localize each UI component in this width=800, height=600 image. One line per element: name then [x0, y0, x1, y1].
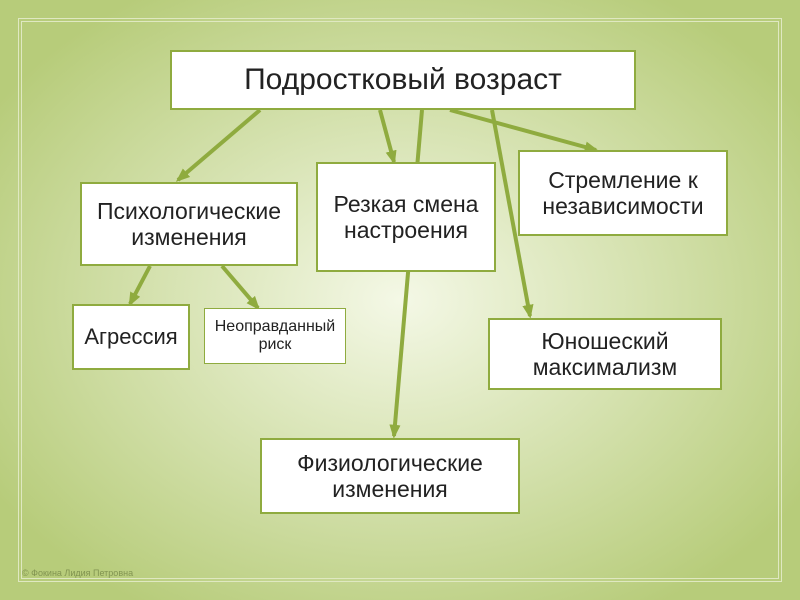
outer-frame: Подростковый возраст Психологические изм… — [0, 0, 800, 600]
node-mood-label: Резкая смена настроения — [324, 191, 488, 244]
node-physio-label: Физиологические изменения — [268, 450, 512, 503]
node-aggression: Агрессия — [72, 304, 190, 370]
node-risk-label: Неоправданный риск — [211, 318, 339, 355]
node-unjustified-risk: Неоправданный риск — [204, 308, 346, 364]
credit-text: © Фокина Лидия Петровна — [22, 568, 133, 578]
arrow — [394, 110, 422, 436]
node-independence: Стремление к независимости — [518, 150, 728, 236]
node-title: Подростковый возраст — [170, 50, 636, 110]
node-psychological-changes: Психологические изменения — [80, 182, 298, 266]
arrow — [222, 266, 258, 308]
node-indep-label: Стремление к независимости — [526, 167, 720, 220]
inner-border: Подростковый возраст Психологические изм… — [18, 18, 782, 582]
node-aggr-label: Агрессия — [84, 324, 177, 349]
node-physiological-changes: Физиологические изменения — [260, 438, 520, 514]
node-mood-swings: Резкая смена настроения — [316, 162, 496, 272]
arrow — [130, 266, 150, 304]
diagram-stage: Подростковый возраст Психологические изм… — [22, 22, 778, 578]
node-psych-label: Психологические изменения — [88, 198, 290, 251]
arrow — [450, 110, 596, 150]
node-title-label: Подростковый возраст — [244, 63, 562, 98]
arrow — [178, 110, 260, 180]
arrow — [380, 110, 394, 162]
node-youth-maximalism: Юношеский максимализм — [488, 318, 722, 390]
node-maxim-label: Юношеский максимализм — [496, 328, 714, 381]
